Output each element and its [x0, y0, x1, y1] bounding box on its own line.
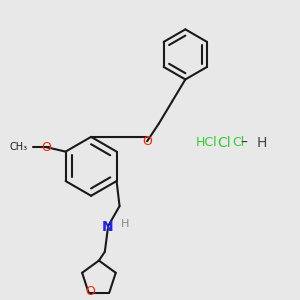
Text: Cl: Cl — [232, 136, 244, 149]
Text: H: H — [257, 136, 267, 150]
Text: O: O — [41, 141, 51, 154]
Text: –: – — [241, 136, 248, 150]
Text: CH₃: CH₃ — [9, 142, 27, 152]
Text: O: O — [85, 285, 95, 298]
Text: N: N — [102, 220, 114, 234]
Text: HCl: HCl — [196, 136, 218, 149]
Text: H: H — [121, 219, 129, 229]
Text: O: O — [142, 135, 152, 148]
Text: Cl: Cl — [217, 136, 230, 150]
